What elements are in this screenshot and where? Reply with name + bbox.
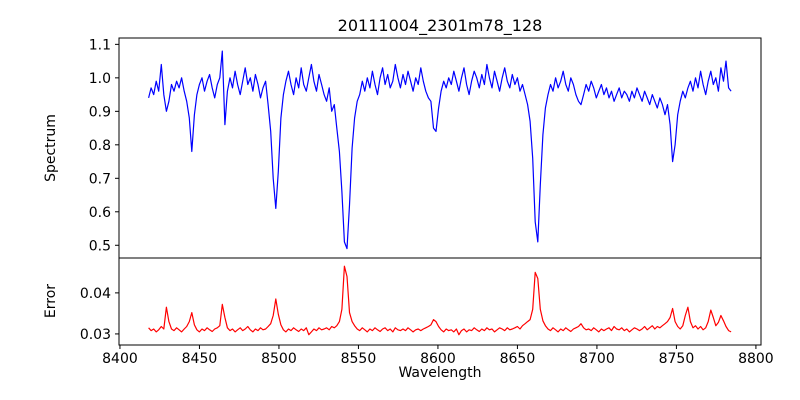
error-y-tick-label: 0.04 (80, 286, 111, 302)
error-y-tick-label: 0.03 (80, 327, 111, 343)
x-axis-label: Wavelength (398, 365, 481, 381)
chart-title: 20111004_2301m78_128 (338, 16, 543, 36)
spectrum-y-tick-label: 1.0 (89, 71, 111, 87)
x-tick-label: 8550 (341, 351, 377, 367)
spectrum-y-tick-label: 0.9 (89, 104, 111, 120)
x-tick-label: 8750 (659, 351, 695, 367)
spectrum-panel (118, 37, 762, 259)
spectrum-y-axis-label: Spectrum (43, 114, 59, 182)
x-tick-label: 8650 (500, 351, 536, 367)
error-y-axis-label: Error (43, 284, 59, 318)
x-tick-label: 8800 (738, 351, 774, 367)
error-line (148, 265, 732, 336)
spectrum-y-tick-label: 0.5 (89, 238, 111, 254)
x-tick-label: 8500 (261, 351, 297, 367)
x-tick-label: 8700 (579, 351, 615, 367)
x-tick-label: 8450 (182, 351, 218, 367)
x-tick-label: 8600 (420, 351, 456, 367)
spectrum-y-tick-label: 0.8 (89, 138, 111, 154)
spectrum-y-tick-label: 0.6 (89, 205, 111, 221)
spectrum-y-tick-label: 0.7 (89, 171, 111, 187)
x-tick-label: 8400 (102, 351, 138, 367)
spectrum-line (148, 50, 732, 250)
spectrum-y-tick-label: 1.1 (89, 37, 111, 53)
error-panel (118, 257, 762, 346)
